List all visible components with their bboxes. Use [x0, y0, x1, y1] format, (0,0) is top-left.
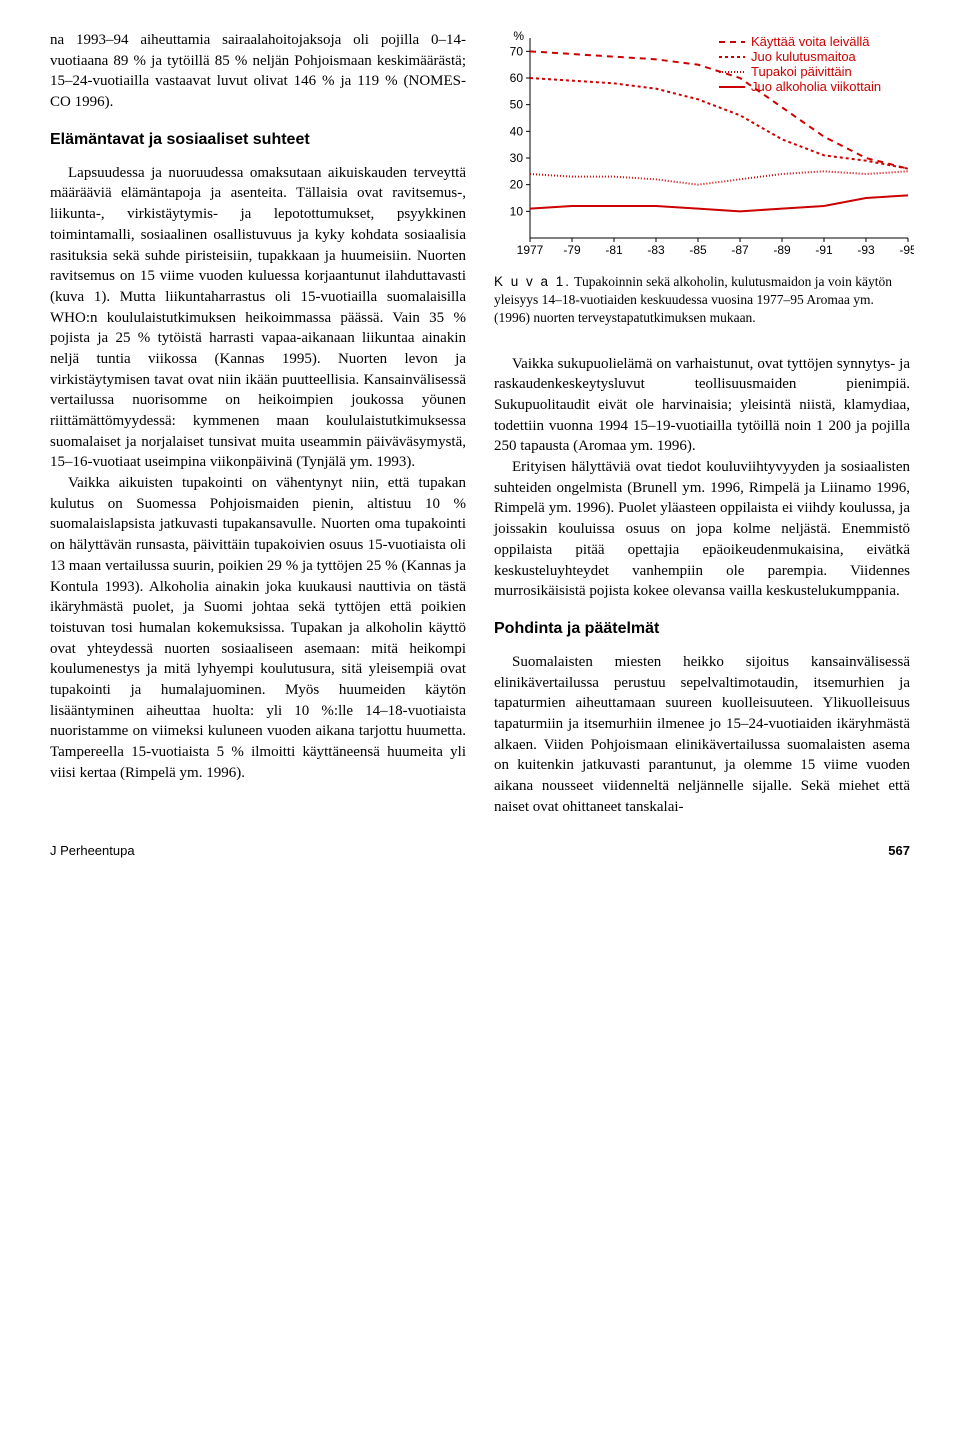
svg-text:-93: -93 [857, 243, 875, 257]
svg-text:30: 30 [510, 151, 524, 165]
svg-text:-89: -89 [773, 243, 791, 257]
para: Vaikka aikuisten tupakointi on vähentyny… [50, 473, 466, 783]
svg-text:-91: -91 [815, 243, 833, 257]
svg-text:1977: 1977 [517, 243, 544, 257]
figure-caption: K u v a 1. Tupakoinnin sekä alkoholin, k… [494, 273, 910, 328]
section-heading: Elämäntavat ja sosiaaliset suhteet [50, 131, 466, 149]
caption-runin: K u v a 1. [494, 274, 571, 289]
section-heading: Pohdinta ja päätelmät [494, 620, 910, 638]
para: Vaikka sukupuolielämä on varhaistunut, o… [494, 354, 910, 457]
para: Lapsuudessa ja nuoruudessa omaksutaan ai… [50, 163, 466, 473]
svg-text:70: 70 [510, 44, 524, 58]
svg-text:10: 10 [510, 204, 524, 218]
svg-text:-87: -87 [731, 243, 749, 257]
line-chart: % 10 20 30 40 50 60 70 1977 -79 -81 -83 -85 -87 -89 -91… [494, 30, 914, 260]
para: na 1993–94 aiheuttamia sairaalahoitojaks… [50, 30, 466, 113]
svg-text:-95: -95 [899, 243, 914, 257]
svg-text:-85: -85 [689, 243, 707, 257]
svg-text:Juo kulutusmaitoa: Juo kulutusmaitoa [751, 49, 857, 64]
para: Erityisen hälyttäviä ovat tiedot kouluvi… [494, 457, 910, 602]
svg-text:-83: -83 [647, 243, 665, 257]
svg-text:Käyttää voita leivällä: Käyttää voita leivällä [751, 34, 870, 49]
chart-kuva-1: % 10 20 30 40 50 60 70 1977 -79 -81 -83 -85 -87 -89 -91… [494, 30, 910, 265]
svg-text:Juo alkoholia viikottain: Juo alkoholia viikottain [751, 79, 881, 94]
svg-text:50: 50 [510, 98, 524, 112]
svg-text:60: 60 [510, 71, 524, 85]
svg-text:40: 40 [510, 124, 524, 138]
para: Suomalaisten miesten heikko sijoitus kan… [494, 652, 910, 818]
page-number: 567 [888, 843, 910, 858]
svg-text:20: 20 [510, 178, 524, 192]
running-footer-author: J Perheentupa [50, 843, 135, 858]
svg-text:-79: -79 [563, 243, 581, 257]
svg-text:-81: -81 [605, 243, 623, 257]
svg-text:%: % [513, 30, 524, 43]
svg-text:Tupakoi päivittäin: Tupakoi päivittäin [751, 64, 852, 79]
